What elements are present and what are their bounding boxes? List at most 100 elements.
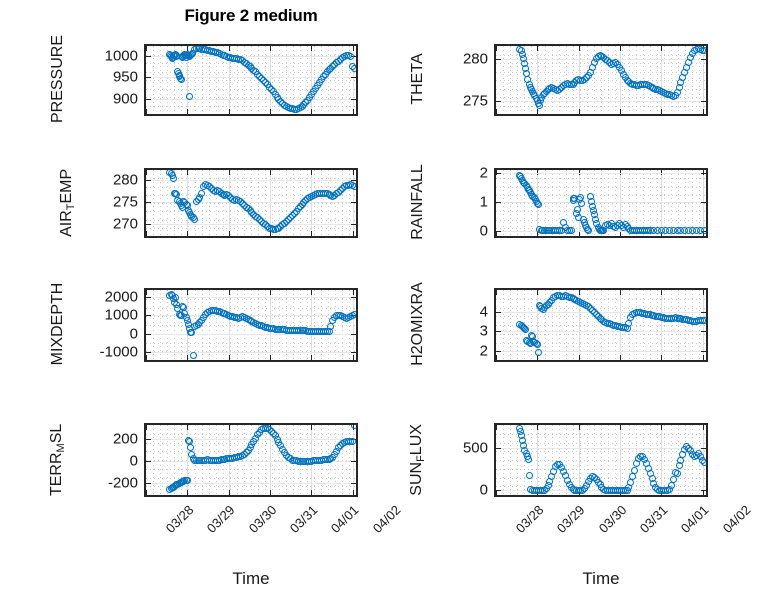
y-tick-mark-right <box>351 352 356 354</box>
major-gridline-vertical <box>702 170 704 236</box>
y-axis-title-mixdepth: MIXDEPTH <box>49 282 66 366</box>
x-tick-mark <box>352 355 354 360</box>
x-tick-mark-top <box>496 290 497 295</box>
minor-gridline-horizontal <box>496 451 706 453</box>
x-tick-mark <box>702 355 704 360</box>
plot-panel-row3-left <box>144 288 358 362</box>
y-tick-label: -200 <box>107 474 138 492</box>
x-tick-mark-top <box>578 425 580 430</box>
minor-gridline-horizontal <box>146 194 356 196</box>
x-tick-mark-top <box>311 46 313 51</box>
major-gridline-horizontal <box>146 297 356 298</box>
y-tick-label: 3 <box>479 322 488 340</box>
x-tick-label: 04/01 <box>678 502 712 536</box>
x-tick-label: 03/29 <box>554 502 588 536</box>
plot-panel-row3-right <box>494 288 708 362</box>
y-tick-mark <box>146 179 151 181</box>
x-tick-mark <box>578 355 580 360</box>
major-gridline-vertical <box>578 290 580 360</box>
x-tick-mark-top <box>270 46 272 51</box>
minor-gridline-horizontal <box>496 219 706 221</box>
x-tick-mark <box>270 355 272 360</box>
y-tick-mark <box>496 448 501 450</box>
y-tick-label: 200 <box>112 430 138 448</box>
x-tick-label: 03/31 <box>286 502 321 536</box>
x-tick-mark-top <box>537 290 539 295</box>
plot-panel-top-left <box>144 44 358 116</box>
minor-gridline-horizontal <box>146 298 356 300</box>
minor-gridline-horizontal <box>496 433 706 435</box>
x-tick-mark-top <box>537 46 539 51</box>
x-tick-label: 03/31 <box>636 502 671 536</box>
major-gridline-vertical <box>270 425 272 495</box>
x-tick-mark <box>270 231 272 236</box>
y-tick-mark <box>146 315 151 317</box>
data-point <box>186 93 194 101</box>
y-tick-mark-right <box>351 98 356 100</box>
x-tick-mark <box>311 355 313 360</box>
major-gridline-horizontal <box>146 98 356 100</box>
x-tick-mark-top <box>146 46 147 51</box>
y-tick-mark-right <box>701 490 706 492</box>
major-gridline-vertical <box>311 170 313 236</box>
x-tick-mark <box>537 109 539 114</box>
minor-gridline-horizontal <box>146 203 356 204</box>
data-point <box>585 227 593 235</box>
x-tick-mark <box>661 355 663 360</box>
x-tick-mark-top <box>187 290 189 295</box>
x-tick-mark <box>187 490 189 495</box>
y-tick-label: 0 <box>479 222 488 240</box>
data-point <box>177 75 185 83</box>
y-tick-mark <box>496 172 501 174</box>
x-tick-mark <box>661 109 663 114</box>
x-tick-mark <box>311 231 313 236</box>
major-gridline-vertical <box>270 170 272 236</box>
major-gridline-vertical <box>311 46 313 114</box>
data-point <box>567 227 575 235</box>
x-tick-mark <box>352 109 354 114</box>
x-tick-label: 03/28 <box>512 502 547 536</box>
data-point <box>700 47 706 55</box>
minor-gridline-horizontal <box>146 80 356 81</box>
y-tick-mark-right <box>701 351 706 353</box>
y-tick-mark-right <box>351 333 356 335</box>
major-gridline-vertical <box>352 170 354 236</box>
minor-gridline-horizontal <box>496 333 706 335</box>
x-tick-mark-top <box>228 170 230 175</box>
plot-area-row2-right <box>494 168 708 238</box>
y-tick-mark-right <box>351 461 356 463</box>
data-point <box>350 65 356 73</box>
x-tick-mark <box>702 109 704 114</box>
y-tick-mark <box>146 297 151 298</box>
major-gridline-vertical <box>702 46 704 114</box>
y-tick-mark-right <box>701 59 706 61</box>
x-tick-mark <box>620 231 622 236</box>
x-tick-mark-top <box>187 170 189 175</box>
y-tick-mark <box>146 461 151 463</box>
y-tick-mark-right <box>351 201 356 203</box>
minor-gridline-horizontal <box>146 88 356 90</box>
major-gridline-vertical <box>661 170 663 236</box>
major-gridline-vertical <box>228 170 230 236</box>
minor-gridline-horizontal <box>146 227 356 229</box>
y-tick-mark <box>146 224 151 226</box>
y-tick-mark <box>496 59 501 61</box>
plot-panel-row4-right <box>494 423 708 497</box>
major-gridline-horizontal <box>496 448 706 450</box>
x-tick-mark-top <box>311 425 313 430</box>
minor-gridline-horizontal <box>496 211 706 213</box>
minor-gridline-horizontal <box>146 307 356 309</box>
x-tick-mark-top <box>620 290 622 295</box>
y-tick-label: 900 <box>112 90 138 108</box>
major-gridline-horizontal <box>496 351 706 353</box>
major-gridline-vertical <box>620 46 622 114</box>
minor-gridline-horizontal <box>496 203 706 204</box>
x-tick-mark-top <box>537 425 539 430</box>
data-point <box>700 317 706 325</box>
major-gridline-vertical <box>702 290 704 360</box>
y-tick-mark-right <box>351 179 356 181</box>
x-tick-mark <box>620 109 622 114</box>
x-tick-mark-top <box>578 290 580 295</box>
x-tick-mark-top <box>620 46 622 51</box>
x-tick-mark-top <box>702 290 704 295</box>
